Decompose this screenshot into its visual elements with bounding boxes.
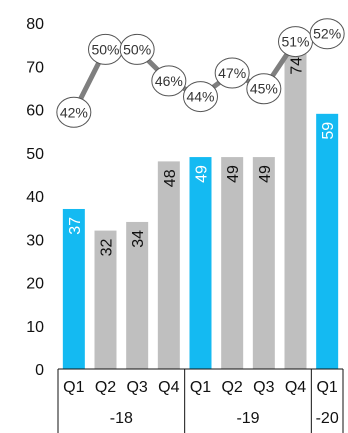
category-label: Q3 xyxy=(126,379,147,396)
y-axis: 0 10 20 30 40 50 60 70 80 xyxy=(26,16,44,379)
y-tick-label: 40 xyxy=(26,189,44,206)
y-tick-label: 30 xyxy=(26,232,44,249)
y-tick-label: 60 xyxy=(26,103,44,120)
y-tick-label: 0 xyxy=(35,362,44,379)
y-tick-label: 70 xyxy=(26,59,44,76)
bar xyxy=(94,230,117,369)
bar xyxy=(252,157,275,369)
bar-value-label: 48 xyxy=(162,169,179,187)
group-label: -20 xyxy=(316,410,339,427)
percent-label: 42% xyxy=(60,104,88,120)
group-label: -18 xyxy=(110,410,133,427)
percent-marker xyxy=(214,57,250,89)
bars: 37 32 34 48 49 49 49 74 59 xyxy=(62,48,339,369)
bar xyxy=(189,157,212,369)
x-axis: Q1 Q2 Q3 Q4 Q1 Q2 Q3 Q4 Q1 -18 -19 -20 xyxy=(57,368,344,433)
category-label: Q2 xyxy=(221,379,242,396)
percent-label: 45% xyxy=(250,81,278,97)
percent-label: 52% xyxy=(313,26,341,42)
percent-label: 50% xyxy=(123,41,151,57)
category-label: Q3 xyxy=(253,379,274,396)
percent-marker xyxy=(56,96,92,128)
percent-marker xyxy=(151,65,187,97)
group-label: -19 xyxy=(236,410,259,427)
bar xyxy=(157,161,180,369)
bar-value-label: 37 xyxy=(67,217,84,235)
bar-value-label: 32 xyxy=(99,238,116,256)
bar-value-label: 49 xyxy=(194,165,211,183)
category-label: Q1 xyxy=(63,379,84,396)
y-tick-label: 80 xyxy=(26,16,44,33)
percent-marker xyxy=(309,18,345,50)
bar-value-label: 49 xyxy=(257,165,274,183)
bar xyxy=(316,113,339,369)
category-label: Q1 xyxy=(190,379,211,396)
percent-label: 44% xyxy=(186,89,214,105)
percent-line: 42%50% 50%46%44%47%45%51% 52% xyxy=(56,18,345,128)
percent-marker xyxy=(119,33,155,65)
percent-label: 51% xyxy=(281,34,309,50)
percent-marker xyxy=(183,81,218,113)
bar xyxy=(284,48,307,369)
percent-label: 47% xyxy=(218,65,246,81)
y-tick-label: 10 xyxy=(26,319,44,336)
y-tick-label: 20 xyxy=(26,276,44,293)
bar-value-label: 34 xyxy=(130,230,147,248)
percent-label: 46% xyxy=(155,73,183,89)
percent-label: 50% xyxy=(91,41,119,57)
category-label: Q1 xyxy=(316,379,337,396)
bar-value-label: 74 xyxy=(289,57,306,75)
category-label: Q4 xyxy=(285,379,306,396)
bar-value-label: 59 xyxy=(320,122,337,140)
category-label: Q2 xyxy=(95,379,116,396)
bar xyxy=(62,208,85,369)
category-label: Q4 xyxy=(158,379,179,396)
bar xyxy=(126,221,149,369)
percent-marker xyxy=(246,73,282,105)
y-tick-label: 50 xyxy=(26,146,44,163)
bar xyxy=(221,157,244,369)
bar-value-label: 49 xyxy=(225,165,242,183)
